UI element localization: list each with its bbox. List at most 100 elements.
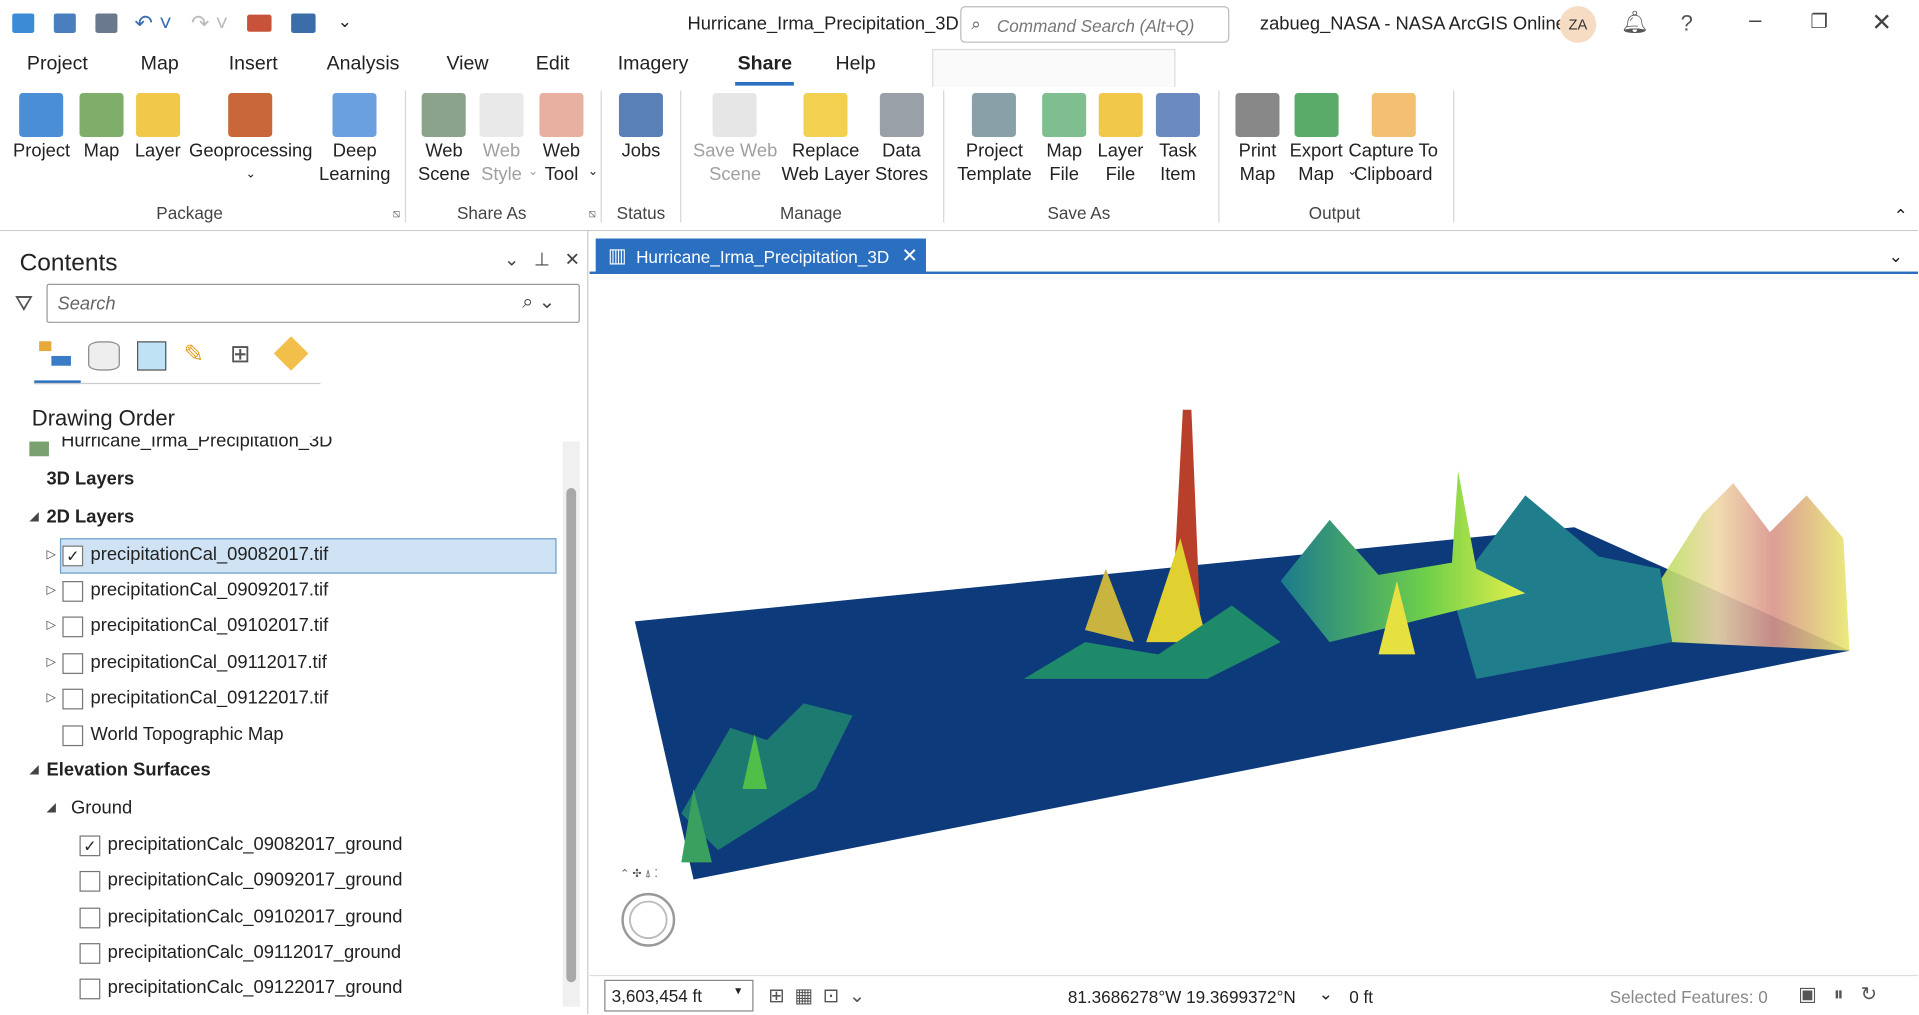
map-tab[interactable]: ▥ Hurricane_Irma_Precipitation_3D ✕: [595, 238, 926, 273]
expander[interactable]: ▷: [46, 583, 56, 597]
checkbox[interactable]: [62, 581, 84, 602]
expander[interactable]: ▷: [46, 618, 56, 633]
ribbon-button[interactable]: Capture To Clipboard: [1349, 92, 1438, 186]
pane-controls[interactable]: ⌄⊥✕: [503, 249, 595, 271]
list-by-source[interactable]: [88, 341, 120, 371]
tree-row[interactable]: precipitationCalc_09112017_ground: [0, 936, 563, 970]
new-icon[interactable]: [12, 13, 35, 34]
tree-row[interactable]: 3D Layers: [0, 462, 563, 496]
tree-row[interactable]: ▷ ✓ precipitationCal_09082017.tif: [0, 538, 563, 574]
tree-row[interactable]: ◢ 2D Layers: [0, 500, 563, 534]
ribbon-button[interactable]: Task Item: [1155, 92, 1200, 186]
avatar[interactable]: ZA: [1559, 6, 1597, 43]
checkbox[interactable]: [62, 653, 84, 674]
dialog-launcher[interactable]: ⧅: [588, 207, 597, 222]
command-search[interactable]: ⌕ Command Search (Alt+Q): [960, 6, 1230, 43]
filter-icon[interactable]: ⛛: [14, 291, 34, 316]
tree-row[interactable]: ◢ Ground: [0, 791, 563, 825]
ribbon-tab[interactable]: Map: [140, 53, 179, 75]
checkbox[interactable]: [62, 616, 84, 638]
redo-icon[interactable]: ↷ ˅: [190, 11, 229, 36]
checkbox[interactable]: ✓: [62, 545, 84, 567]
expander[interactable]: ◢: [29, 510, 39, 524]
checkbox[interactable]: [79, 870, 101, 892]
ribbon-button[interactable]: Replace Web Layer: [781, 92, 870, 186]
scale-box[interactable]: 3,603,454 ft ▾: [604, 979, 754, 1012]
minimize-button[interactable]: –: [1749, 7, 1762, 32]
notifications-icon[interactable]: 🔔︎: [1620, 9, 1649, 35]
list-by-editing[interactable]: ✎: [183, 341, 204, 369]
tree-row[interactable]: precipitationCalc_09092017_ground: [0, 864, 563, 898]
collapse-ribbon[interactable]: ⌃: [1893, 205, 1908, 226]
close-button[interactable]: ✕: [1871, 9, 1893, 37]
coord-dropdown[interactable]: ⌄: [1318, 983, 1333, 1004]
ribbon-button[interactable]: Data Stores: [875, 92, 928, 186]
ribbon-button[interactable]: Web Tool ⌄: [539, 92, 598, 186]
ribbon-button[interactable]: Geoprocessing ⌄: [189, 92, 312, 186]
scrollbar-thumb[interactable]: [566, 488, 577, 983]
tree-row[interactable]: precipitationCalc_09102017_ground: [0, 900, 563, 934]
tree-row[interactable]: Hurricane_Irma_Precipitation_3D: [0, 437, 563, 459]
ribbon-tab[interactable]: Share: [737, 53, 792, 75]
ribbon-tab[interactable]: Help: [835, 53, 876, 75]
ribbon-tab[interactable]: View: [446, 53, 489, 75]
ribbon-button[interactable]: Web Scene: [418, 92, 470, 186]
ribbon-button[interactable]: Deep Learning: [319, 92, 390, 186]
checkbox[interactable]: [79, 978, 101, 1000]
tree-row[interactable]: precipitationCalc_09122017_ground: [0, 971, 563, 1005]
ribbon-tab[interactable]: Project: [26, 53, 88, 75]
expander[interactable]: ▷: [46, 655, 56, 670]
ribbon-button[interactable]: Project: [13, 92, 70, 163]
checkbox[interactable]: [62, 688, 84, 710]
ribbon-button[interactable]: Layer: [135, 92, 181, 163]
checkbox[interactable]: [79, 907, 101, 929]
list-by-labeling[interactable]: [273, 336, 309, 371]
ribbon-tab[interactable]: Imagery: [617, 53, 689, 75]
tree-row[interactable]: ▷ precipitationCal_09102017.tif: [0, 609, 563, 643]
ribbon-tab[interactable]: Analysis: [326, 53, 400, 75]
ribbon-tab[interactable]: Edit: [535, 53, 570, 75]
toolbox-icon[interactable]: [247, 14, 272, 32]
tree-row[interactable]: ◢ Elevation Surfaces: [0, 753, 563, 787]
navigator[interactable]: [621, 892, 676, 947]
expander[interactable]: ◢: [29, 763, 39, 777]
ribbon-button[interactable]: Jobs: [618, 92, 663, 163]
tree-row[interactable]: World Topographic Map: [0, 718, 563, 752]
list-by-drawing-order[interactable]: [39, 341, 71, 369]
ribbon-button[interactable]: Print Map: [1235, 92, 1280, 186]
quick-access-toolbar[interactable]: ↶ ˅ ↷ ˅ ⌄: [12, 11, 352, 36]
tab-menu[interactable]: ⌄: [1888, 245, 1903, 266]
ribbon-button[interactable]: Project Template: [957, 92, 1032, 186]
tree-row[interactable]: ▷ precipitationCal_09122017.tif: [0, 681, 563, 715]
status-tools[interactable]: ⊞▦⊡⌄: [768, 985, 876, 1007]
close-tab[interactable]: ✕: [901, 245, 918, 267]
nav-controls[interactable]: ⌃ ✣ ⍋ ⁚: [620, 868, 658, 880]
list-by-snapping[interactable]: ⊞: [229, 341, 251, 369]
ribbon-button[interactable]: Export Map ⌄: [1290, 92, 1357, 186]
navigator-ring[interactable]: [629, 900, 668, 940]
checkbox[interactable]: [79, 943, 101, 964]
save-icon[interactable]: [95, 13, 118, 34]
ribbon-button[interactable]: Layer File: [1097, 92, 1143, 186]
undo-icon[interactable]: ↶ ˅: [134, 11, 172, 36]
customize-icon[interactable]: ⌄: [337, 11, 352, 31]
ribbon-tab[interactable]: Insert: [228, 53, 278, 75]
ribbon-button[interactable]: Map: [79, 92, 124, 163]
window-icon[interactable]: [291, 13, 316, 34]
expander[interactable]: ◢: [46, 801, 56, 815]
checkbox[interactable]: [62, 725, 84, 747]
open-icon[interactable]: [53, 13, 76, 34]
checkbox[interactable]: ✓: [79, 835, 101, 857]
help-icon[interactable]: ?: [1680, 11, 1693, 36]
list-by-selection[interactable]: [136, 341, 167, 371]
expander[interactable]: ▷: [46, 691, 56, 705]
tree-scrollbar[interactable]: [562, 441, 580, 1007]
status-buttons[interactable]: ▣⏸↻: [1798, 984, 1895, 1006]
scene-view[interactable]: ⌃ ✣ ⍋ ⁚: [596, 275, 1908, 975]
tree-row[interactable]: ▷ precipitationCal_09092017.tif: [0, 574, 563, 608]
contents-search[interactable]: Search ⌕ ⌄: [46, 283, 580, 323]
user-name[interactable]: zabueg_NASA - NASA ArcGIS Online: [1259, 13, 1566, 35]
dialog-launcher[interactable]: ⧅: [392, 207, 401, 222]
tree-row[interactable]: ✓ precipitationCalc_09082017_ground: [0, 828, 563, 862]
tree-row[interactable]: ▷ precipitationCal_09112017.tif: [0, 646, 563, 680]
